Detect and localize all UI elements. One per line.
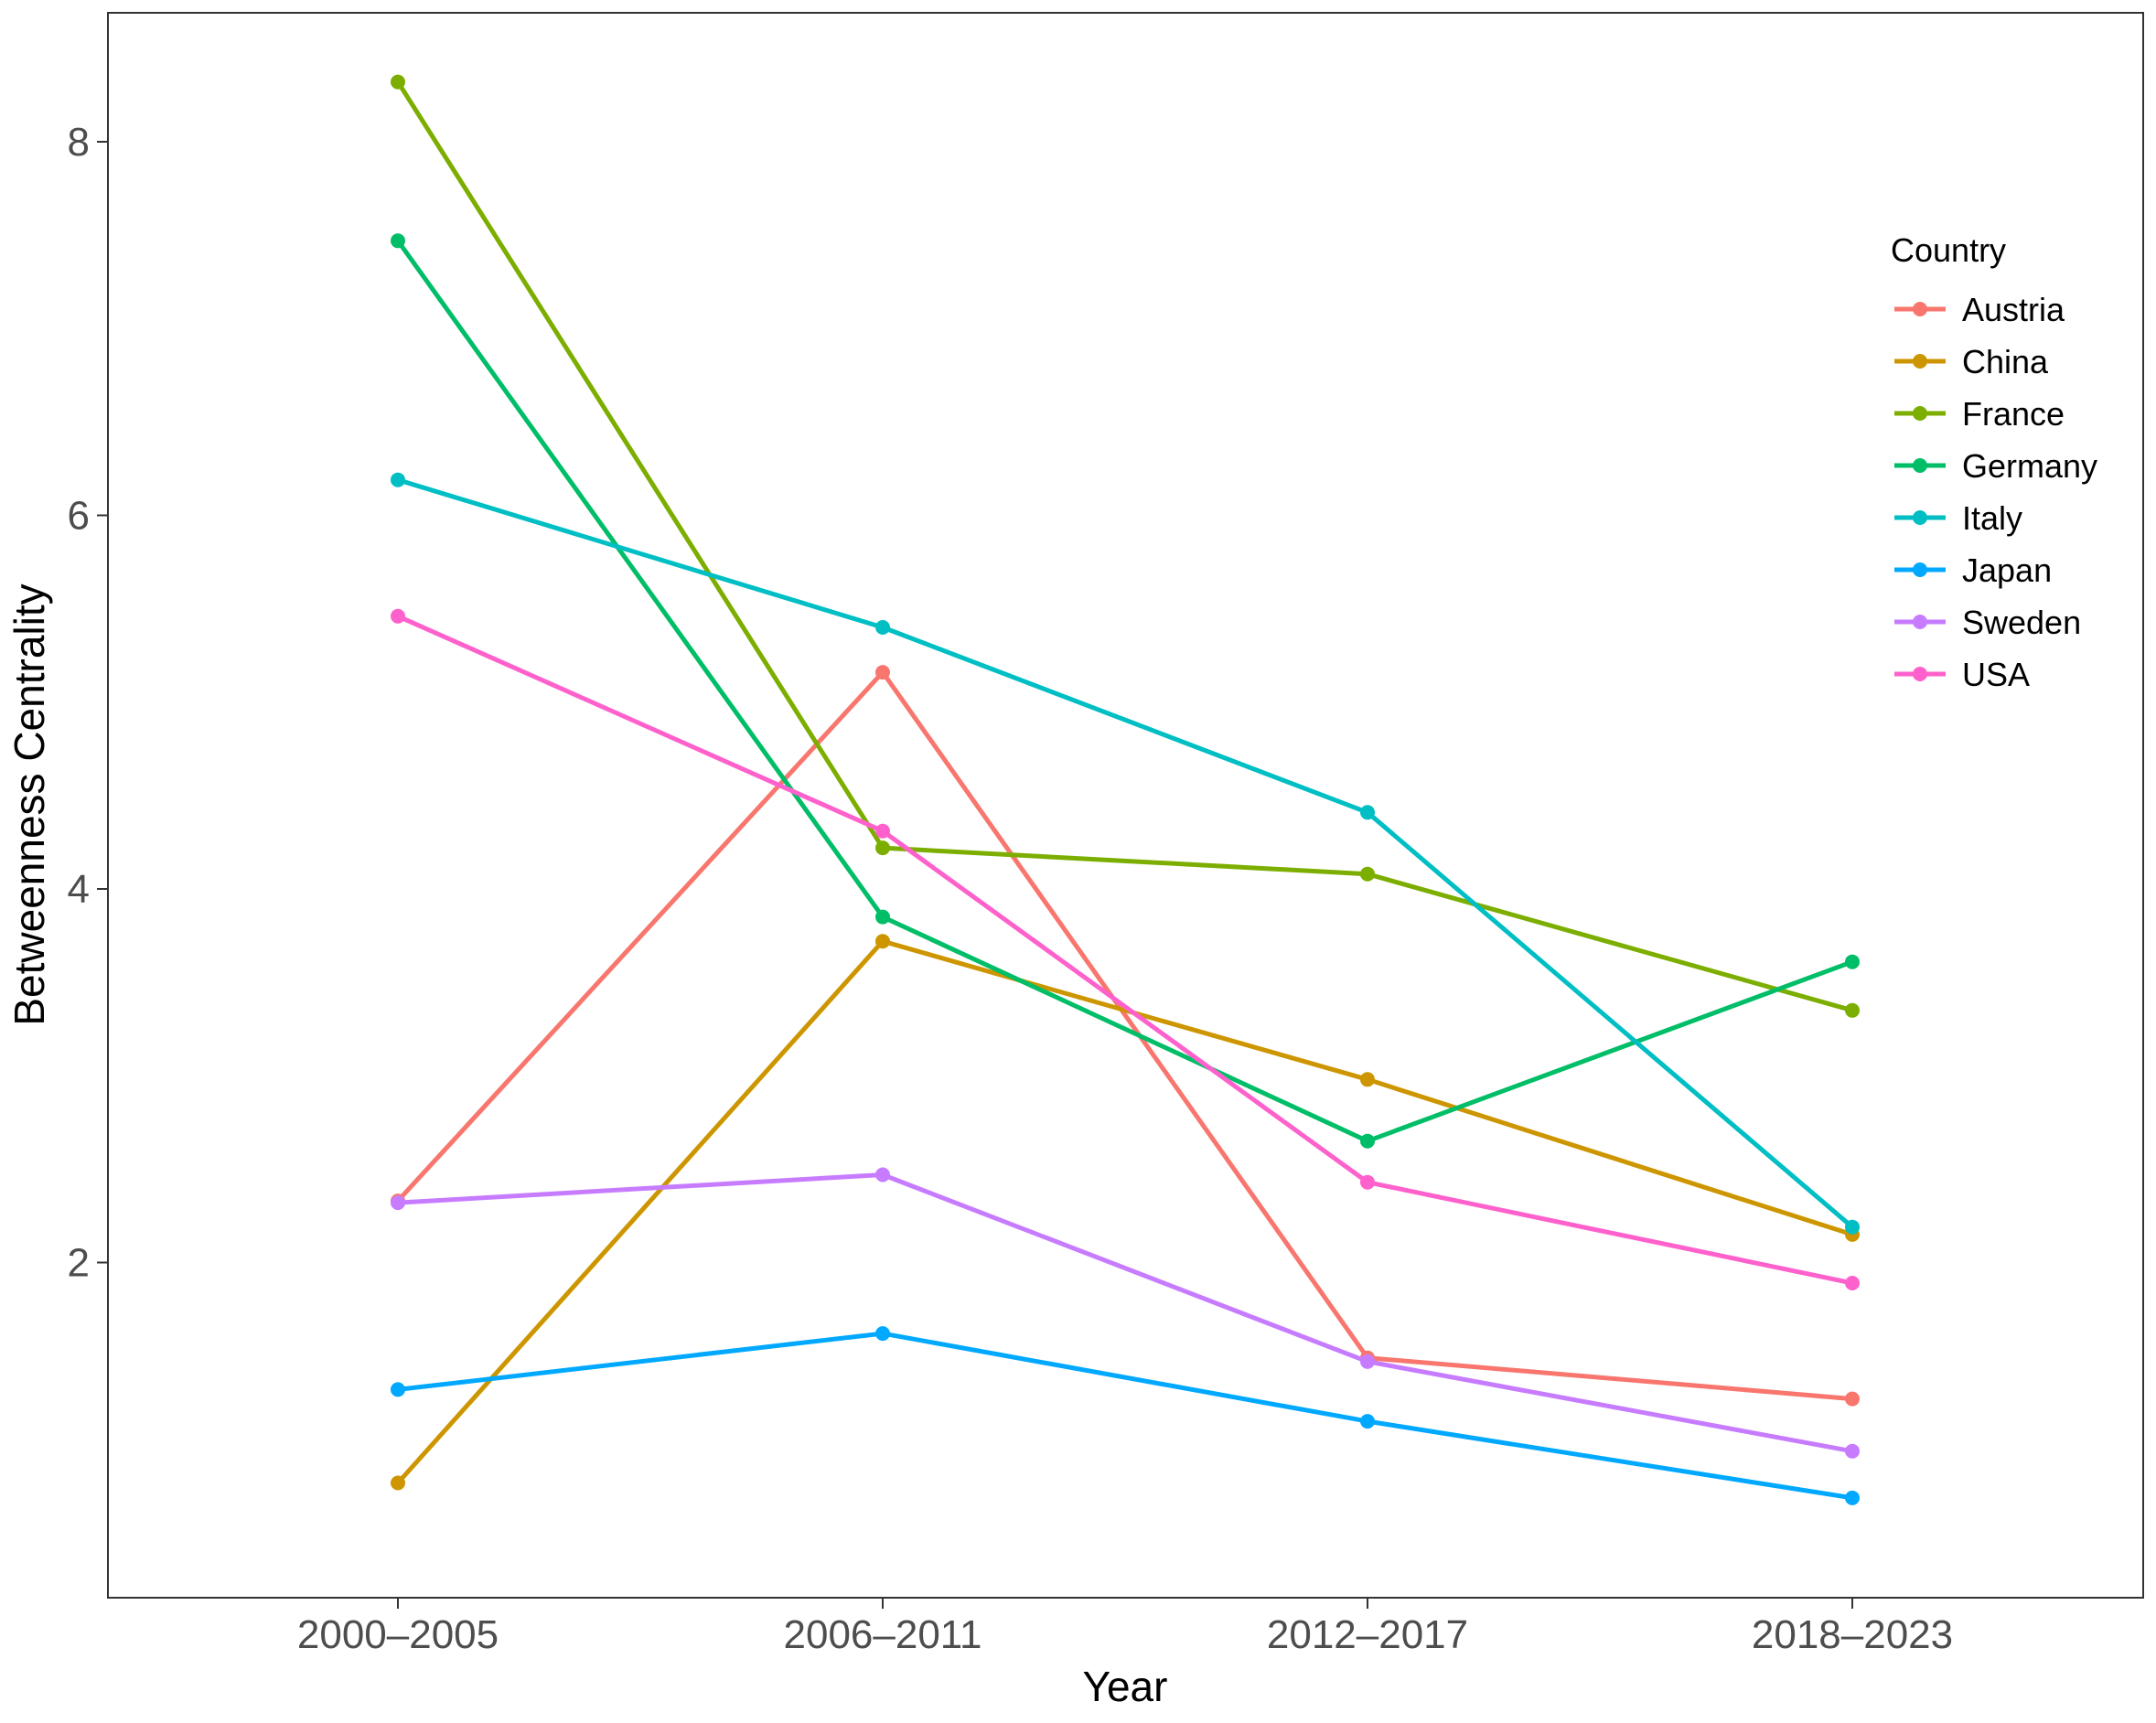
data-point [391, 608, 405, 624]
data-point [1845, 954, 1860, 969]
data-point [391, 233, 405, 249]
data-point [1845, 1490, 1860, 1505]
legend-label: China [1962, 343, 2049, 380]
data-point [391, 1475, 405, 1491]
legend-item-sweden: Sweden [1894, 604, 2081, 641]
data-point [875, 620, 890, 635]
legend-key-point [1913, 510, 1927, 525]
legend-item-china: China [1894, 343, 2049, 380]
series-italy [391, 472, 1860, 1235]
legend-label: USA [1962, 656, 2030, 693]
data-point [391, 1382, 405, 1397]
series-line [396, 669, 1853, 1402]
legend-key-point [1913, 615, 1927, 629]
legend-item-japan: Japan [1894, 551, 2052, 589]
data-point [875, 823, 890, 839]
series-line [395, 239, 1853, 1144]
series-japan [391, 1326, 1860, 1505]
series-layer [391, 74, 1860, 1505]
series-france [391, 74, 1860, 1018]
data-point [1845, 1391, 1860, 1407]
legend-key-point [1913, 302, 1927, 316]
y-axis-title: Betweenness Centrality [5, 583, 53, 1025]
x-axis-title: Year [1083, 1663, 1168, 1710]
data-point [1845, 1002, 1860, 1018]
legend-key-point [1913, 562, 1927, 577]
legend-key-point [1913, 354, 1927, 369]
legend-item-usa: USA [1894, 656, 2030, 693]
series-usa [391, 608, 1860, 1290]
legend-item-germany: Germany [1894, 447, 2097, 485]
x-tick-label: 2012–2017 [1267, 1612, 1468, 1657]
data-point [1360, 1354, 1375, 1369]
legend-item-austria: Austria [1894, 291, 2065, 328]
data-point [1360, 1133, 1375, 1149]
y-tick-label: 6 [68, 494, 90, 539]
legend: Country Austria China France Germany Italy Ja… [1891, 231, 2097, 693]
data-point [1360, 805, 1375, 820]
legend-label: Germany [1962, 447, 2097, 485]
series-sweden [391, 1167, 1860, 1459]
plot-panel [107, 12, 2144, 1599]
data-point [1845, 1276, 1860, 1290]
legend-label: Austria [1962, 291, 2065, 328]
series-line [396, 938, 1853, 1485]
y-tick-label: 2 [68, 1241, 90, 1286]
series-line [397, 1172, 1853, 1454]
legend-label: Italy [1962, 499, 2022, 537]
data-point [1845, 1443, 1860, 1459]
data-point [875, 1326, 890, 1342]
data-point [875, 909, 890, 925]
legend-key-point [1913, 667, 1927, 681]
data-point [1360, 1414, 1375, 1429]
legend-label: Japan [1962, 551, 2052, 589]
y-tick-label: 8 [68, 120, 90, 165]
data-point [391, 1195, 405, 1211]
series-line [396, 614, 1853, 1286]
data-point [1360, 1174, 1375, 1190]
data-point [1360, 1072, 1375, 1087]
x-tick-label: 2000–2005 [297, 1612, 499, 1657]
data-point [391, 74, 405, 90]
series-line [397, 477, 1854, 1229]
legend-label: France [1962, 395, 2065, 433]
data-point [391, 472, 405, 487]
legend-key-point [1913, 458, 1927, 473]
series-china [391, 934, 1860, 1491]
series-line [397, 1331, 1853, 1501]
y-axis-ticks: 2 4 6 8 [68, 120, 108, 1286]
legend-label: Sweden [1962, 604, 2081, 641]
data-point [875, 934, 890, 949]
legend-item-france: France [1894, 395, 2065, 433]
legend-key-point [1913, 406, 1927, 421]
data-point [875, 665, 890, 680]
y-tick-label: 4 [68, 867, 90, 912]
data-point [875, 1167, 890, 1183]
series-germany [391, 233, 1860, 1149]
x-axis-ticks: 2000–2005 2006–2011 2012–2017 2018–2023 [297, 1598, 1953, 1657]
x-tick-label: 2018–2023 [1752, 1612, 1953, 1657]
legend-item-italy: Italy [1894, 499, 2022, 537]
data-point [1360, 866, 1375, 882]
x-tick-label: 2006–2011 [784, 1612, 982, 1657]
data-point [1845, 1219, 1860, 1235]
legend-title: Country [1891, 231, 2006, 269]
data-point [875, 840, 890, 856]
series-line [395, 80, 1853, 1013]
